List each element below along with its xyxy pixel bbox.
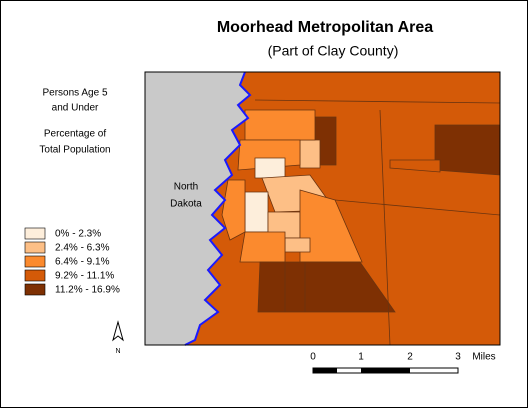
scale-segment bbox=[313, 368, 337, 373]
scale-label: 1 bbox=[358, 352, 364, 363]
tract bbox=[299, 139, 321, 169]
north-dakota bbox=[145, 72, 250, 345]
scale-segment bbox=[361, 368, 410, 373]
scale-label: 0 bbox=[310, 352, 316, 363]
tract bbox=[254, 157, 286, 179]
legend-swatch bbox=[24, 241, 46, 254]
legend-label: 11.2% - 16.9% bbox=[55, 285, 120, 296]
legend-title: Persons Age 5 and Under Percentage of To… bbox=[39, 88, 110, 156]
tract bbox=[239, 231, 286, 263]
map: North Dakota bbox=[144, 71, 501, 346]
scale-bar: 0 1 2 3 Miles bbox=[310, 352, 496, 374]
legend-label: 2.4% - 6.3% bbox=[55, 243, 110, 254]
north-arrow: N bbox=[112, 320, 124, 355]
boundary bbox=[334, 199, 501, 216]
arrow bbox=[112, 320, 124, 342]
region-label: Dakota bbox=[170, 199, 202, 210]
scale-label: 3 bbox=[455, 352, 461, 363]
legend-label: 9.2% - 11.1% bbox=[55, 271, 114, 282]
legend-title-line: Persons Age 5 bbox=[42, 88, 107, 99]
river bbox=[184, 71, 252, 346]
scale-label: 2 bbox=[407, 352, 413, 363]
legend-label: 0% - 2.3% bbox=[55, 229, 101, 240]
tract bbox=[434, 124, 501, 176]
boundary bbox=[379, 109, 391, 346]
region-label: North bbox=[174, 182, 198, 193]
legend-title-line: Percentage of bbox=[44, 129, 106, 140]
legend: 0% - 2.3% 2.4% - 6.3% 6.4% - 9.1% 9.2% - 11… bbox=[24, 227, 120, 296]
subtitle: (Part of Clay County) bbox=[268, 43, 399, 59]
legend-swatch bbox=[24, 269, 46, 282]
boundary bbox=[254, 99, 501, 104]
scale-unit: Miles bbox=[472, 352, 495, 363]
title: Moorhead Metropolitan Area bbox=[217, 19, 433, 36]
legend-swatch bbox=[24, 255, 46, 268]
tract bbox=[221, 179, 246, 241]
legend-swatch bbox=[24, 227, 46, 240]
tract bbox=[284, 237, 311, 253]
north-label: N bbox=[115, 348, 120, 355]
tract bbox=[389, 159, 441, 173]
map-border bbox=[144, 71, 501, 346]
tract bbox=[244, 191, 269, 233]
tract bbox=[244, 109, 316, 141]
legend-swatch bbox=[24, 283, 46, 296]
legend-title-line: and Under bbox=[52, 103, 99, 114]
legend-label: 6.4% - 9.1% bbox=[55, 257, 110, 268]
tract bbox=[257, 261, 396, 313]
legend-title-line: Total Population bbox=[39, 145, 110, 156]
